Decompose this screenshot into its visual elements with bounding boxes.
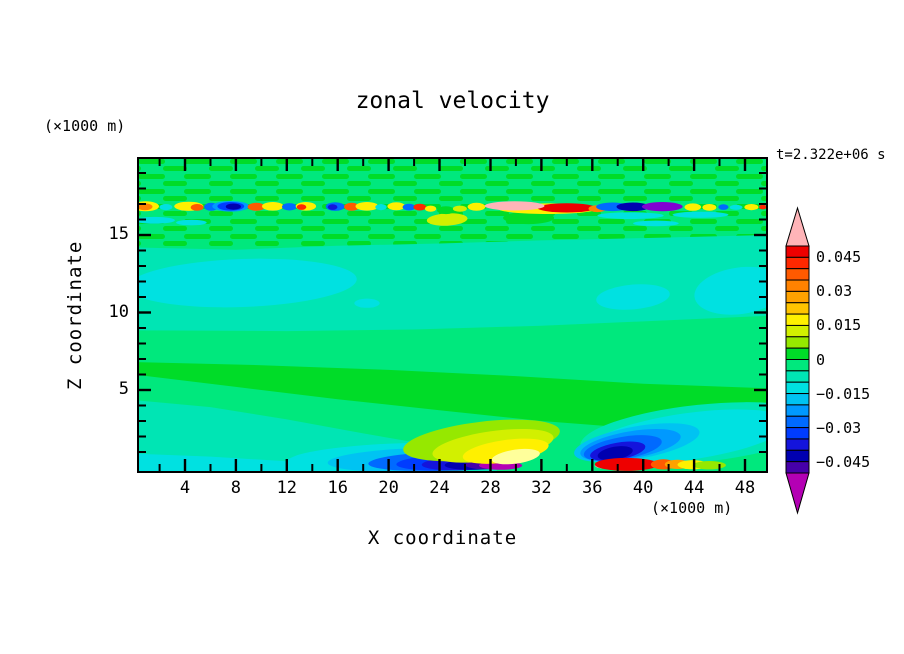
colorbar-label: 0.03 [816,282,853,301]
x-tick-label: 32 [531,478,552,498]
plot-border [137,157,768,473]
z-tick-label: 15 [108,224,129,244]
colorbar-box [785,279,810,292]
colorbar-label: −0.03 [816,418,862,437]
colorbar-box [785,245,810,258]
x-tick-label: 48 [734,478,756,498]
colorbar-box [785,302,810,315]
colorbar-box [785,449,810,463]
colorbar-box [785,268,810,281]
colorbar-box [785,427,810,440]
colorbar-box [785,359,810,372]
x-tick-label: 24 [429,478,450,498]
colorbar-label: −0.015 [816,384,871,403]
colorbar-box [785,415,810,429]
colorbar [785,206,810,515]
colorbar-label: 0.045 [816,248,862,267]
colorbar-box [785,290,810,304]
x-tick-label: 36 [582,478,603,498]
colorbar-label: 0.015 [816,316,862,335]
colorbar-box [785,461,810,474]
x-tick-label: 20 [378,478,399,498]
colorbar-over-arrow [785,206,810,247]
contour-plot-area [137,157,768,473]
x-tick-label: 12 [276,478,298,498]
colorbar-box [785,324,810,338]
colorbar-label: 0 [816,350,826,369]
x-tick-label: 44 [683,478,705,498]
colorbar-box [785,336,810,349]
colorbar-under-arrow [785,472,810,515]
colorbar-box [785,438,810,451]
z-tick-label: 10 [108,301,129,322]
colorbar-label: −0.045 [816,452,871,471]
plot-title: zonal velocity [355,88,550,114]
x-tick-label: 40 [632,478,654,498]
x-tick-label: 28 [480,478,501,498]
x-tick-label: 4 [179,478,191,498]
colorbar-box [785,404,810,417]
time-annotation: t=2.322e+06 s [776,147,886,163]
colorbar-box [785,347,810,360]
x-axis-unit: (×1000 m) [651,499,733,517]
colorbar-box [785,256,810,270]
x-tick-label: 16 [327,478,348,498]
colorbar-box [785,370,810,383]
z-tick-label: 5 [118,379,129,399]
colorbar-box [785,381,810,395]
colorbar-box [785,393,810,406]
colorbar-box [785,313,810,326]
x-axis-label: X coordinate [367,527,518,549]
x-tick-label: 8 [230,478,242,498]
z-axis-unit: (×1000 m) [44,117,126,135]
